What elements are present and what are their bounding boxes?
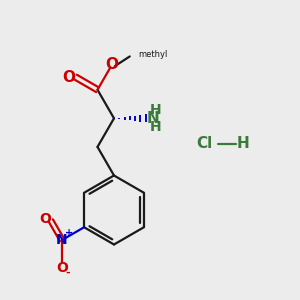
- Text: O: O: [105, 57, 118, 72]
- Text: H: H: [237, 136, 249, 152]
- Text: O: O: [62, 70, 75, 85]
- Text: methyl: methyl: [138, 50, 167, 58]
- Text: H: H: [150, 103, 162, 117]
- Text: N: N: [56, 233, 68, 247]
- Text: +: +: [64, 228, 73, 239]
- Text: Cl: Cl: [196, 136, 212, 152]
- Text: H: H: [150, 120, 162, 134]
- Text: -: -: [66, 268, 70, 278]
- Text: O: O: [40, 212, 51, 226]
- Text: O: O: [56, 261, 68, 275]
- Text: N: N: [147, 111, 160, 126]
